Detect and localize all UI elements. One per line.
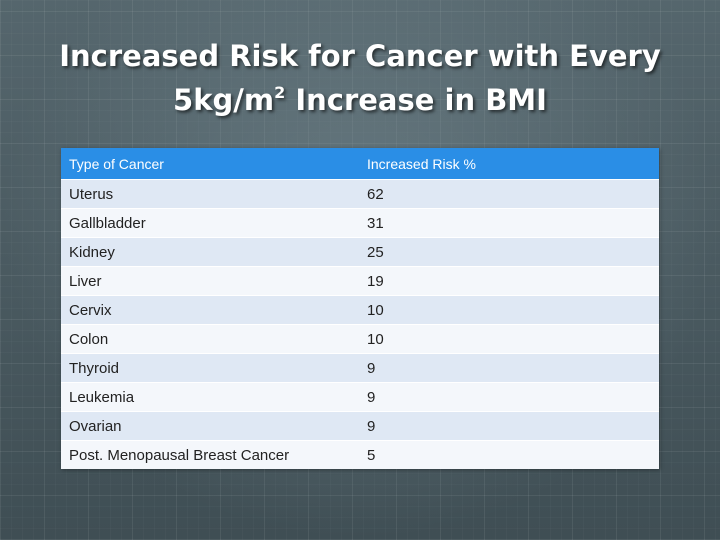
- table-row: Leukemia 9: [61, 382, 659, 412]
- cancer-type-cell: Ovarian: [61, 411, 359, 441]
- table-row: Gallbladder 31: [61, 208, 659, 238]
- table-row: Uterus 62: [61, 179, 659, 209]
- table-row: Thyroid 9: [61, 353, 659, 383]
- cancer-type-cell: Gallbladder: [61, 208, 359, 238]
- table-row: Post. Menopausal Breast Cancer 5: [61, 440, 659, 469]
- risk-value-cell: 9: [359, 353, 659, 383]
- risk-value-cell: 19: [359, 266, 659, 296]
- table-header-row: Type of Cancer Increased Risk %: [61, 148, 659, 180]
- risk-value-cell: 31: [359, 208, 659, 238]
- title-line-2-suffix: Increase in BMI: [285, 83, 547, 117]
- title-line-1: Increased Risk for Cancer with Every: [59, 39, 661, 73]
- risk-value-cell: 9: [359, 382, 659, 412]
- header-type-of-cancer: Type of Cancer: [61, 148, 359, 180]
- header-increased-risk: Increased Risk %: [359, 148, 659, 180]
- cancer-risk-table: Type of Cancer Increased Risk % Uterus 6…: [61, 148, 659, 469]
- title-superscript: 2: [274, 83, 286, 102]
- cancer-type-cell: Uterus: [61, 179, 359, 209]
- risk-value-cell: 62: [359, 179, 659, 209]
- title-line-2: 5kg/m2 Increase in BMI: [40, 78, 680, 122]
- cancer-type-cell: Colon: [61, 324, 359, 354]
- table-row: Ovarian 9: [61, 411, 659, 441]
- slide-title: Increased Risk for Cancer with Every 5kg…: [40, 34, 680, 122]
- table-row: Liver 19: [61, 266, 659, 296]
- risk-value-cell: 10: [359, 324, 659, 354]
- risk-value-cell: 25: [359, 237, 659, 267]
- risk-value-cell: 5: [359, 440, 659, 469]
- cancer-type-cell: Liver: [61, 266, 359, 296]
- table-row: Cervix 10: [61, 295, 659, 325]
- risk-value-cell: 10: [359, 295, 659, 325]
- cancer-type-cell: Kidney: [61, 237, 359, 267]
- risk-value-cell: 9: [359, 411, 659, 441]
- table-row: Colon 10: [61, 324, 659, 354]
- cancer-type-cell: Post. Menopausal Breast Cancer: [61, 440, 359, 469]
- cancer-type-cell: Cervix: [61, 295, 359, 325]
- cancer-type-cell: Thyroid: [61, 353, 359, 383]
- cancer-type-cell: Leukemia: [61, 382, 359, 412]
- table-row: Kidney 25: [61, 237, 659, 267]
- title-line-2-prefix: 5kg/m: [173, 83, 275, 117]
